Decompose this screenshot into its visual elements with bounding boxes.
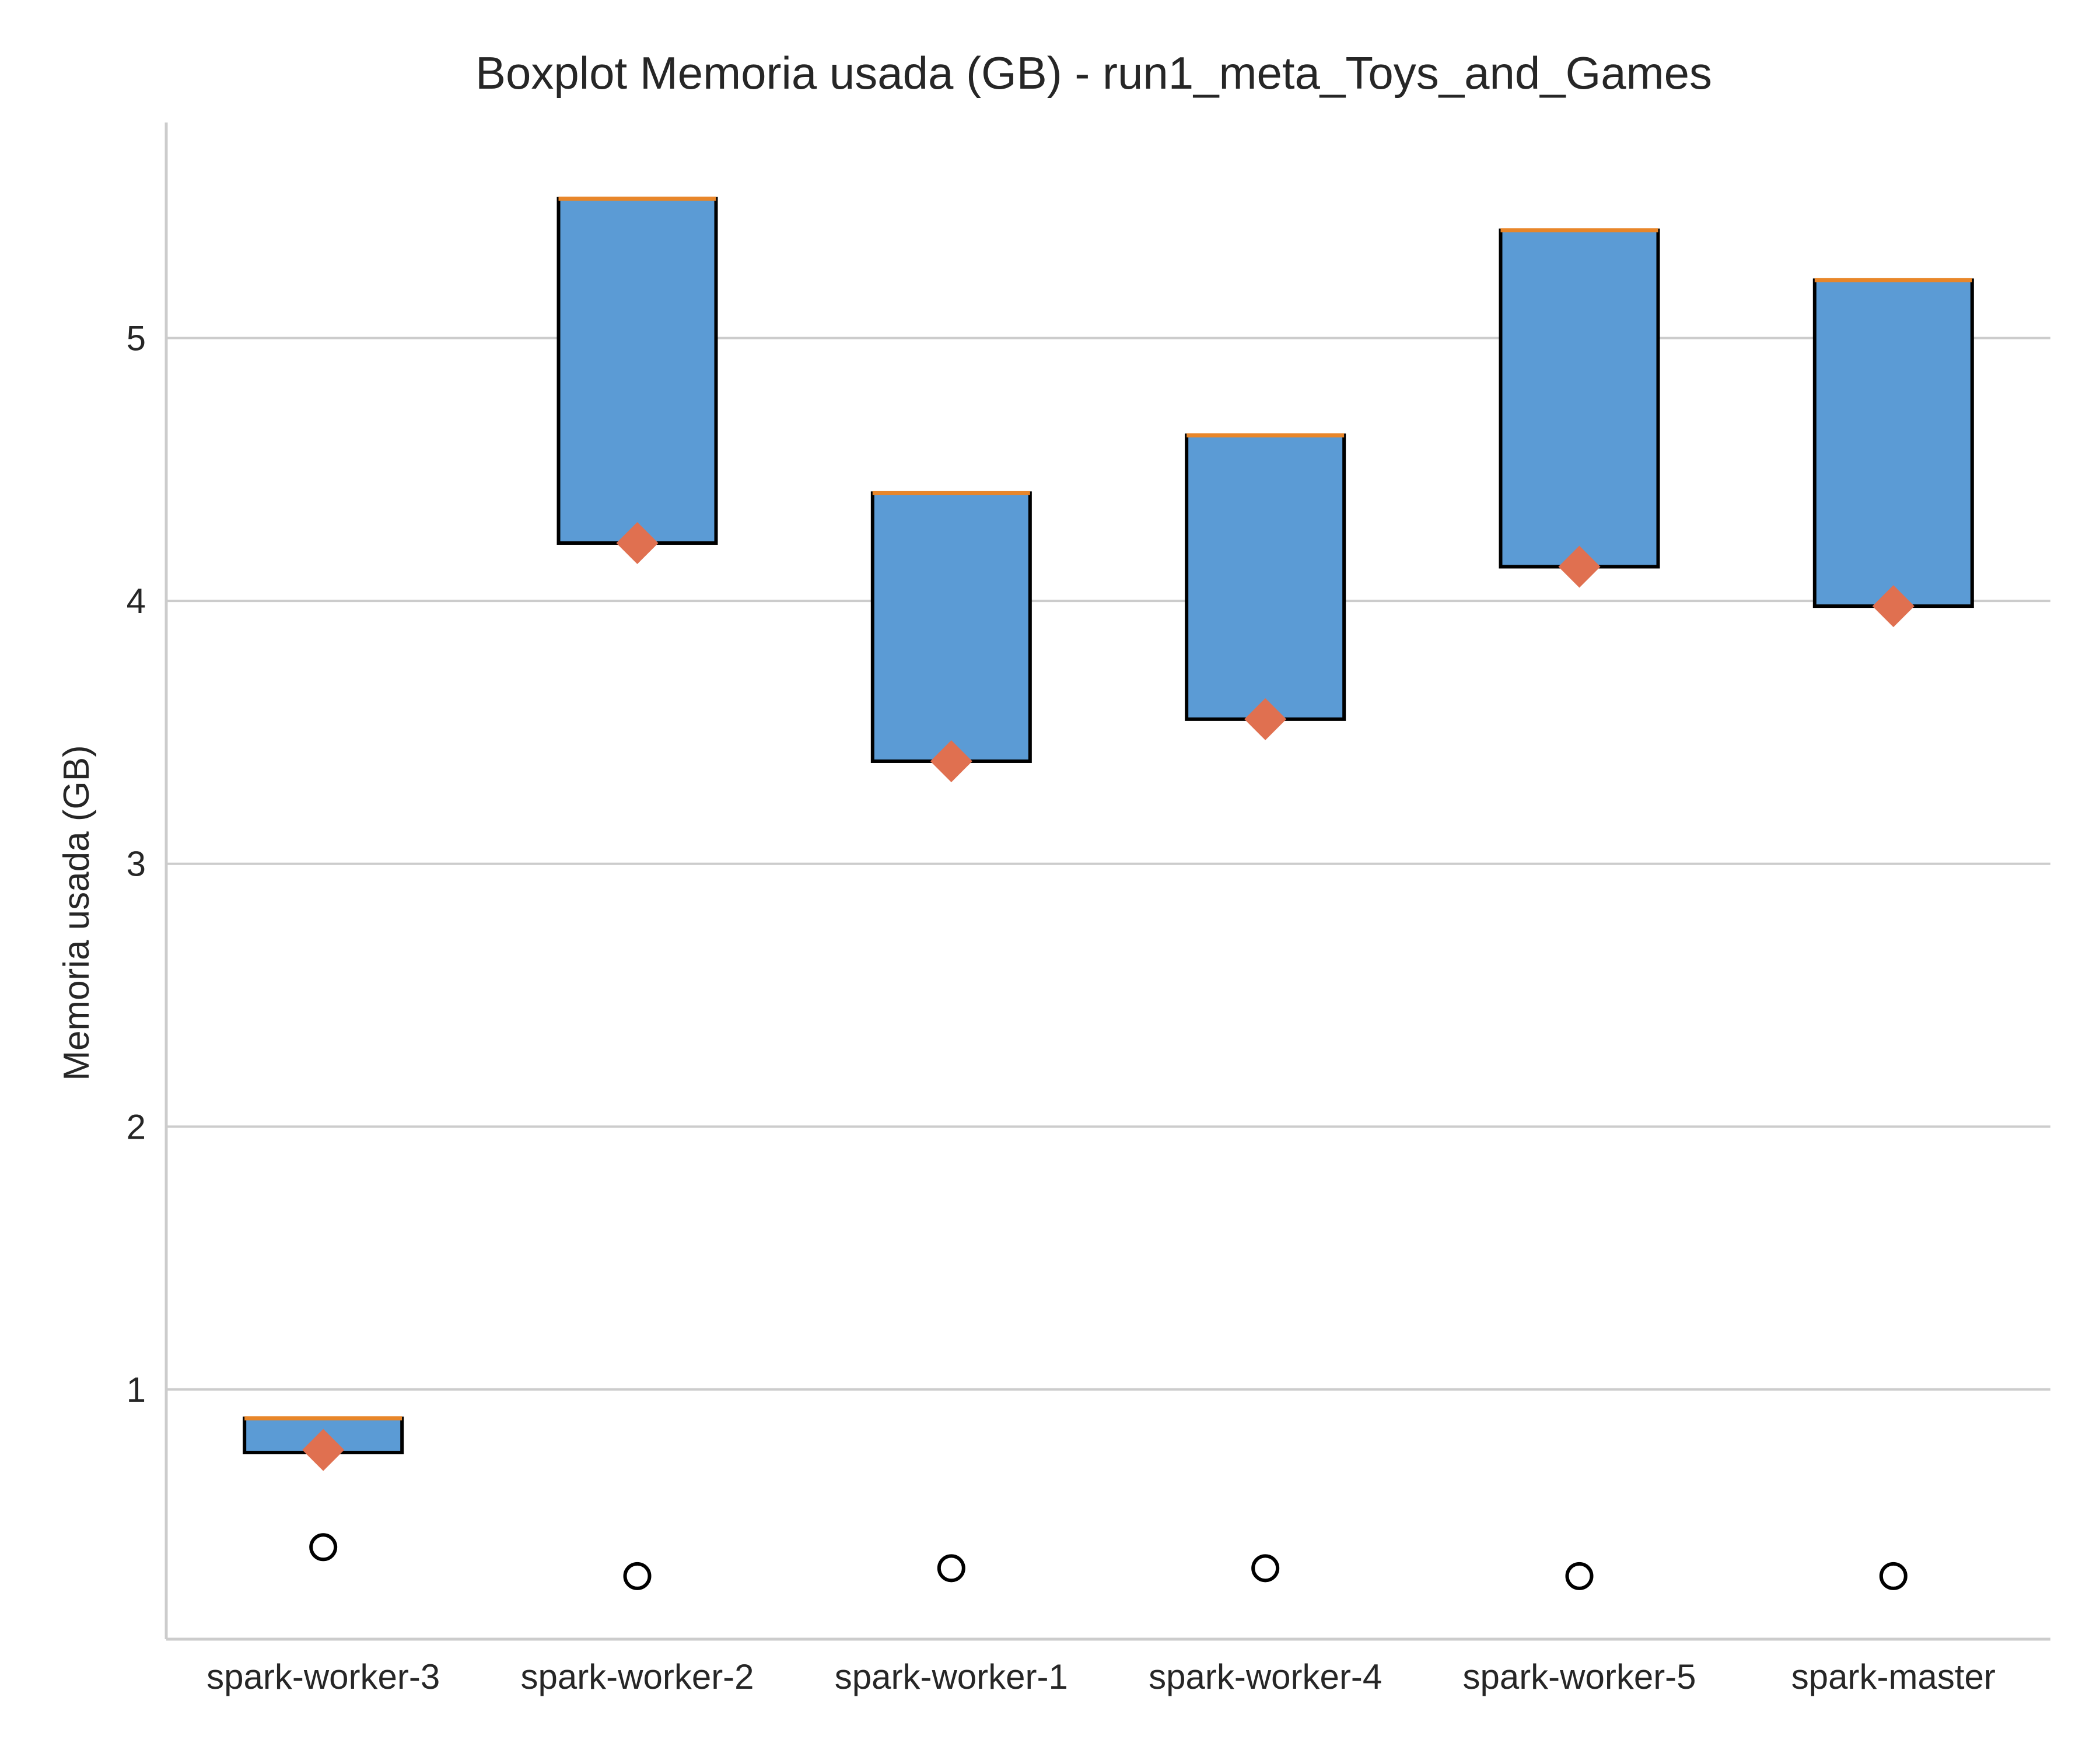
box-group — [870, 491, 1032, 1583]
boxes — [243, 197, 1974, 1590]
box — [1185, 433, 1346, 721]
axes — [164, 123, 2050, 1641]
mean-marker — [1558, 545, 1601, 588]
x-tick-label: spark-worker-5 — [1462, 1657, 1696, 1696]
outlier-point — [1879, 1562, 1908, 1590]
x-tick-label: spark-master — [1791, 1657, 1996, 1696]
x-tick-label: spark-worker-2 — [520, 1657, 754, 1696]
box-group — [1812, 278, 1974, 1590]
y-tick-label: 2 — [127, 1107, 146, 1146]
mean-marker — [1244, 698, 1287, 740]
mean-marker — [616, 522, 659, 564]
box-group — [556, 197, 718, 1590]
y-tick-label: 4 — [127, 582, 146, 621]
outlier-point — [1565, 1562, 1594, 1590]
y-tick-label: 1 — [127, 1370, 146, 1409]
box-group — [1185, 433, 1346, 1583]
grid-lines — [166, 337, 2050, 1391]
box — [870, 491, 1032, 763]
x-tick-label: spark-worker-1 — [835, 1657, 1068, 1696]
y-axis-label: Memoria usada (GB) — [57, 745, 97, 1080]
box-group — [1499, 228, 1660, 1590]
x-tick-label: spark-worker-4 — [1149, 1657, 1382, 1696]
outlier-point — [1251, 1554, 1280, 1583]
outlier-point — [937, 1554, 965, 1583]
outlier-point — [623, 1562, 652, 1590]
y-tick-label: 3 — [127, 845, 146, 884]
box — [1499, 228, 1660, 569]
outlier-point — [309, 1533, 338, 1562]
box-group — [243, 1416, 404, 1562]
box — [1812, 278, 1974, 608]
box — [556, 197, 718, 545]
mean-marker — [302, 1429, 345, 1471]
mean-marker — [930, 740, 972, 782]
y-tick-label: 5 — [127, 318, 146, 358]
mean-marker — [1872, 585, 1915, 628]
chart-title: Boxplot Memoria usada (GB) - run1_meta_T… — [475, 47, 1712, 99]
x-tick-label: spark-worker-3 — [206, 1657, 440, 1696]
tick-labels: 1 2 3 4 5 spark-worker-3 spark-worker-2 spark-w… — [127, 318, 1996, 1696]
